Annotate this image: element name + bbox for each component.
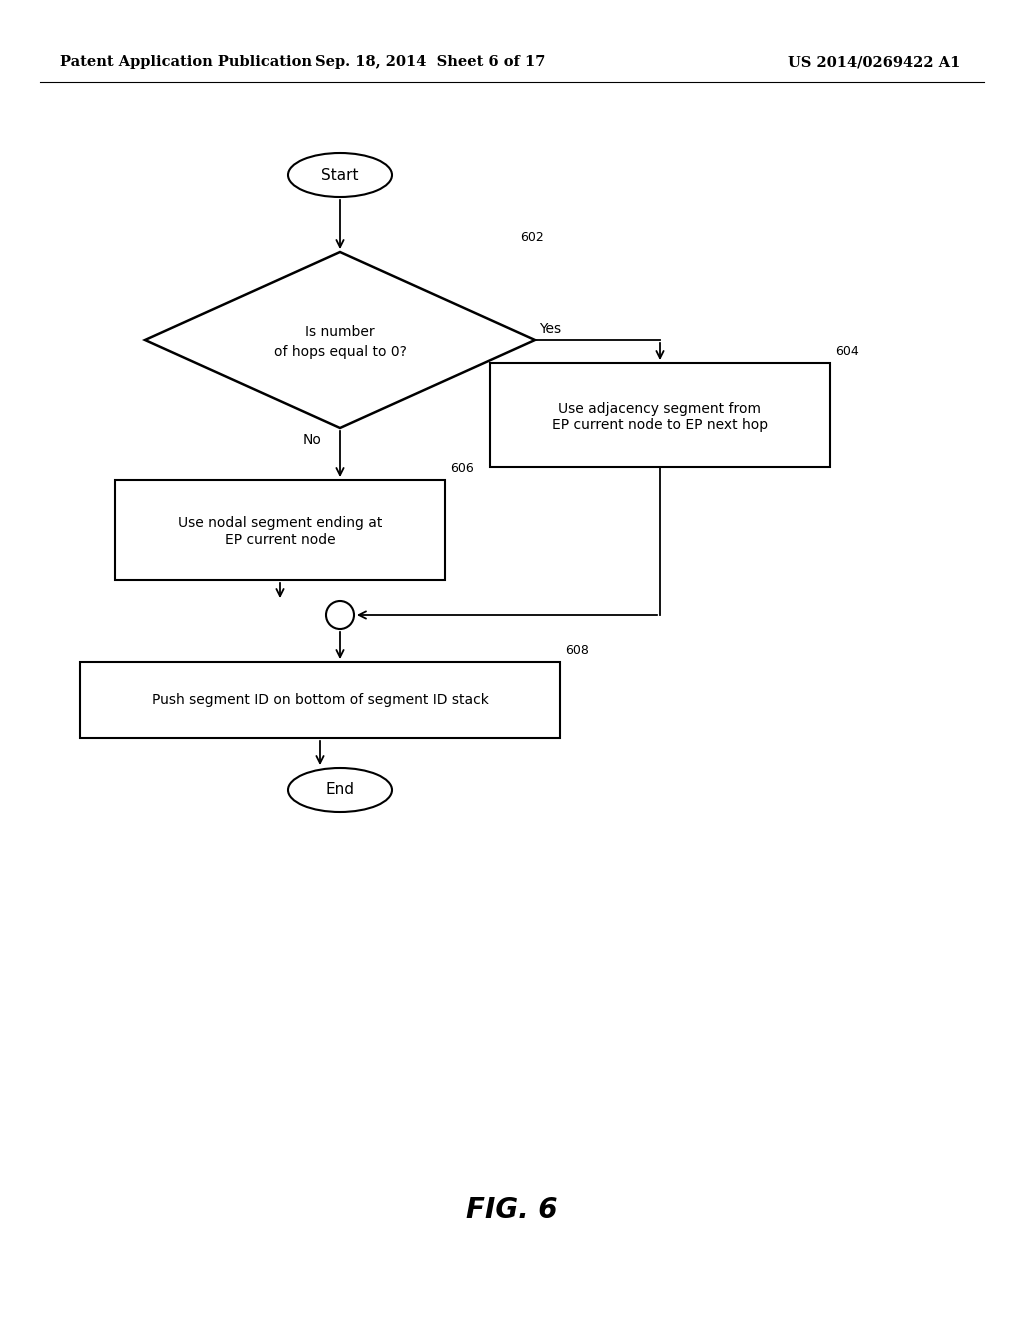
Ellipse shape xyxy=(288,768,392,812)
Text: 608: 608 xyxy=(565,644,589,657)
Text: of hops equal to 0?: of hops equal to 0? xyxy=(273,345,407,359)
Bar xyxy=(115,480,445,579)
Polygon shape xyxy=(145,252,535,428)
Text: FIG. 6: FIG. 6 xyxy=(466,1196,558,1224)
Text: US 2014/0269422 A1: US 2014/0269422 A1 xyxy=(787,55,961,69)
Text: EP current node: EP current node xyxy=(224,533,335,546)
Text: Sep. 18, 2014  Sheet 6 of 17: Sep. 18, 2014 Sheet 6 of 17 xyxy=(314,55,545,69)
Text: Patent Application Publication: Patent Application Publication xyxy=(60,55,312,69)
Text: Is number: Is number xyxy=(305,325,375,339)
Text: No: No xyxy=(303,433,322,447)
Text: End: End xyxy=(326,783,354,797)
Bar xyxy=(490,363,830,467)
Ellipse shape xyxy=(288,153,392,197)
Text: 604: 604 xyxy=(835,345,859,358)
Text: 606: 606 xyxy=(450,462,474,475)
Text: Use adjacency segment from: Use adjacency segment from xyxy=(558,403,762,416)
Text: Push segment ID on bottom of segment ID stack: Push segment ID on bottom of segment ID … xyxy=(152,693,488,708)
Bar xyxy=(80,663,560,738)
Text: Start: Start xyxy=(322,168,358,182)
Text: Yes: Yes xyxy=(539,322,561,337)
Text: 602: 602 xyxy=(520,231,544,244)
Circle shape xyxy=(326,601,354,630)
Text: EP current node to EP next hop: EP current node to EP next hop xyxy=(552,418,768,432)
Text: Use nodal segment ending at: Use nodal segment ending at xyxy=(178,516,382,531)
